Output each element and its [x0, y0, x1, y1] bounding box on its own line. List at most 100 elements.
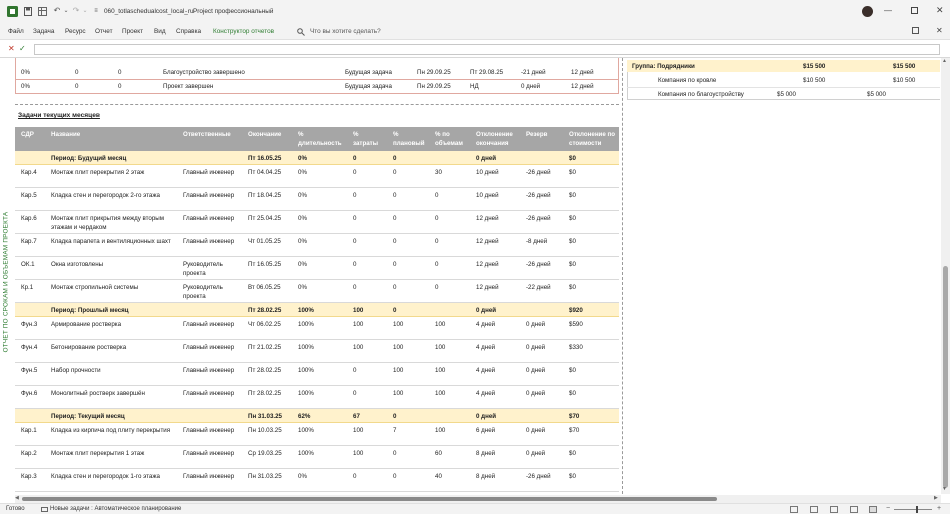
undo-dropdown-icon[interactable]: ⌄	[63, 8, 69, 14]
title-bar: ↶ ⌄ ↷ ⌄ ≡ 060_totlaschedualcost_local_ru…	[0, 0, 950, 24]
cell-pct-volume: 0	[435, 215, 439, 222]
period-row[interactable]: Период: Прошлый месяц Пт 28.02.25 100% 100 0…	[15, 303, 619, 317]
cell-finish: Чт 01.05.25	[248, 238, 281, 245]
cell-wbs: Кар.1	[21, 427, 37, 434]
task-row[interactable]: Кар.5 Кладка стен и перегородок 2-го этаж…	[15, 188, 619, 211]
tab-report[interactable]: Отчет	[95, 28, 113, 35]
task-row[interactable]: Кар.2 Монтаж плит перекрытия 1 этаж Главны…	[15, 446, 619, 469]
cell-pct-cost: 0	[353, 238, 357, 245]
task-row[interactable]: Кр.1 Монтаж стропильной системы Руководите…	[15, 280, 619, 303]
cell-pct-cost: 0	[353, 261, 357, 268]
top-cell-type: Будущая задача	[345, 83, 392, 90]
task-row[interactable]: Кар.6 Монтаж плит прикрытия между вторым …	[15, 211, 619, 234]
cell-slack: 0 дней	[526, 427, 546, 434]
undo-icon[interactable]: ↶	[53, 6, 61, 15]
period-row[interactable]: Период: Текущий месяц Пн 31.03.25 62% 67 0 0 …	[15, 409, 619, 423]
resource-sheet-icon[interactable]	[850, 506, 858, 513]
col-header-pct-plan: % плановый	[393, 131, 425, 147]
redo-dropdown-icon[interactable]: ⌄	[82, 8, 88, 14]
tab-view[interactable]: Вид	[154, 28, 166, 35]
zoom-slider[interactable]	[894, 509, 932, 510]
right-group-row[interactable]: Группа: Подрядники $15 500 $15 500	[627, 60, 940, 72]
save-icon[interactable]	[24, 7, 32, 16]
confirm-entry-icon[interactable]: ✓	[19, 44, 26, 53]
cell-pct-duration: 0%	[298, 284, 307, 291]
minimize-icon[interactable]: —	[884, 6, 892, 15]
task-row[interactable]: ОК.1 Окна изготовлены Руководитель проекта…	[15, 257, 619, 280]
close-document-icon[interactable]: ✕	[936, 26, 943, 35]
scroll-right-icon[interactable]: ▶	[934, 495, 938, 501]
top-cell-start: Пн 29.09.25	[417, 69, 451, 76]
task-row[interactable]: Кар.1 Кладка из кирпича под плиту перекры…	[15, 423, 619, 446]
cell-name: Кладка стен и перегородок 1-го этажа	[51, 473, 160, 480]
cell-pct-plan: 0	[393, 215, 397, 222]
cancel-entry-icon[interactable]: ✕	[8, 44, 15, 53]
cell-pct-cost: 0	[353, 192, 357, 199]
cell-pct-duration: 0%	[298, 215, 307, 222]
zoom-in-icon[interactable]: +	[937, 505, 942, 512]
team-planner-icon[interactable]	[830, 506, 838, 513]
report-view-icon[interactable]	[869, 506, 877, 513]
cell-pct-volume: 100	[435, 427, 446, 434]
status-ready: Готово	[6, 506, 25, 512]
cell-pct-plan: 100	[393, 344, 404, 351]
right-item-d: $10 500	[893, 77, 916, 84]
cell-slack: -26 дней	[526, 169, 551, 176]
status-new-tasks[interactable]: Новые задачи : Автоматическое планирован…	[50, 506, 182, 512]
tab-file[interactable]: Файл	[8, 28, 24, 35]
restore-ribbon-icon[interactable]	[912, 27, 919, 34]
cell-slack: 0 дней	[526, 344, 546, 351]
cell-slack: -22 дней	[526, 284, 551, 291]
cell-slack: -26 дней	[526, 215, 551, 222]
cell-owner: Главный инженер	[183, 169, 235, 176]
gantt-view-icon[interactable]	[790, 506, 798, 513]
cell-pct-cost: 0	[353, 367, 357, 374]
col-header-cost-variance: Отклонение по стоимости	[569, 131, 616, 147]
cell-wbs: Кр.1	[21, 284, 34, 291]
user-avatar[interactable]	[862, 6, 873, 17]
col-header-finish-variance: Отклонение окончания	[476, 131, 513, 147]
tell-me-search[interactable]: Что вы хотите сделать?	[310, 28, 381, 35]
task-row[interactable]: Кар.3 Кладка стен и перегородок 1-го этаж…	[15, 469, 619, 492]
report-side-label: ОТЧЕТ ПО СРОКАМ И ОБЪЕМАМ ПРОЕКТА	[1, 212, 11, 353]
tab-report-designer[interactable]: Конструктор отчетов	[213, 28, 275, 35]
task-row[interactable]: Кар.7 Кладка парапета и вентиляционных ша…	[15, 234, 619, 257]
cell-pct-cost: 0	[353, 215, 357, 222]
task-row[interactable]: Фун.6 Монолитный ростверк завершён Главный…	[15, 386, 619, 409]
top-cell-start: Пн 29.09.25	[417, 83, 451, 90]
tab-task[interactable]: Задача	[33, 28, 55, 35]
tab-project[interactable]: Проект	[122, 28, 144, 35]
close-window-icon[interactable]: ✕	[936, 5, 944, 15]
entry-field[interactable]	[34, 44, 940, 55]
maximize-icon[interactable]	[911, 7, 918, 14]
task-usage-icon[interactable]	[810, 506, 818, 513]
cell-pct-duration: 100%	[298, 367, 314, 374]
scroll-left-icon[interactable]: ◀	[15, 495, 19, 501]
task-row[interactable]: Кар.4 Монтаж плит перекрытия 2 этаж Главны…	[15, 165, 619, 188]
period-row[interactable]: Период: Будущий месяц Пт 16.05.25 0% 0 0 0 дн…	[15, 151, 619, 165]
zoom-slider-thumb[interactable]	[916, 506, 918, 513]
cell-pct-plan: 0	[393, 192, 397, 199]
cell-finish-variance: 8 дней	[476, 473, 496, 480]
customize-toolbar-icon[interactable]: ≡	[94, 8, 98, 14]
horizontal-scroll-thumb[interactable]	[22, 497, 717, 501]
scroll-down-icon[interactable]: ▼	[942, 486, 947, 492]
scroll-up-icon[interactable]: ▲	[942, 58, 947, 64]
task-row[interactable]: Фун.5 Набор прочности Главный инженер Пт 28…	[15, 363, 619, 386]
tab-help[interactable]: Справка	[176, 28, 202, 35]
right-items-divider	[627, 87, 940, 88]
cell-cost-variance: $0	[569, 169, 576, 176]
horizontal-scrollbar[interactable]: ◀ ▶	[15, 495, 941, 503]
cell-pct-volume: 40	[435, 473, 442, 480]
task-row[interactable]: Фун.3 Армирование ростверка Главный инжене…	[15, 317, 619, 340]
cell-wbs: Кар.6	[21, 215, 37, 222]
zoom-out-icon[interactable]: −	[886, 505, 891, 512]
tab-resource[interactable]: Ресурс	[65, 28, 86, 35]
vertical-scrollbar[interactable]: ▲ ▼	[941, 58, 950, 494]
cell-pct-plan: 0	[393, 155, 397, 162]
vertical-scroll-thumb[interactable]	[943, 266, 948, 488]
grid-view-icon[interactable]	[38, 7, 47, 16]
task-row[interactable]: Фун.4 Бетонирование ростверка Главный инже…	[15, 340, 619, 363]
redo-icon[interactable]: ↷	[72, 6, 80, 15]
cell-name: Кладка из кирпича под плиту перекрытия	[51, 427, 171, 434]
